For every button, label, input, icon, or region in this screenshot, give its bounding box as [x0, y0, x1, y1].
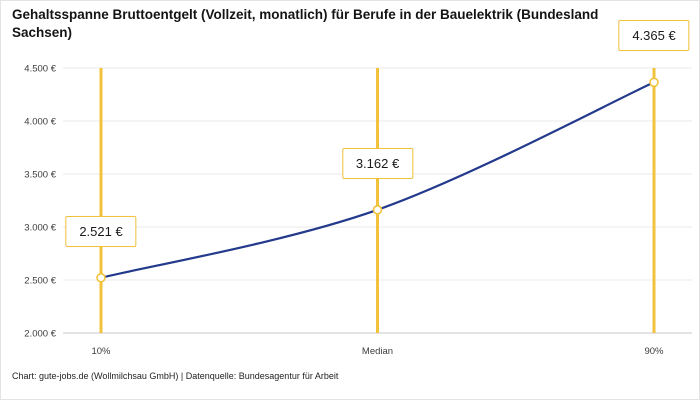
- y-tick-label: 2.500 €: [24, 276, 56, 287]
- y-tick-label: 3.000 €: [24, 223, 56, 234]
- y-tick-label: 2.000 €: [24, 329, 56, 340]
- data-point-marker: [96, 272, 106, 283]
- y-tick-label: 4.000 €: [24, 117, 56, 128]
- x-tick-label: Median: [362, 346, 393, 357]
- attribution: Chart: gute-jobs.de (Wollmilchsau GmbH) …: [12, 371, 339, 381]
- data-point-marker: [649, 77, 659, 88]
- chart-title: Gehaltsspanne Bruttoentgelt (Vollzeit, m…: [12, 7, 599, 40]
- x-tick-label: 10%: [91, 346, 111, 357]
- data-point-marker: [372, 205, 383, 215]
- x-tick-label: 90%: [644, 346, 664, 357]
- y-tick-label: 3.500 €: [24, 170, 56, 181]
- value-label-10th-percentile: 2.521 €: [65, 215, 137, 247]
- y-tick-label: 4.500 €: [24, 64, 56, 75]
- value-label-90th-percentile: 4.365 €: [618, 20, 690, 52]
- value-label-median: 3.162 €: [341, 147, 414, 179]
